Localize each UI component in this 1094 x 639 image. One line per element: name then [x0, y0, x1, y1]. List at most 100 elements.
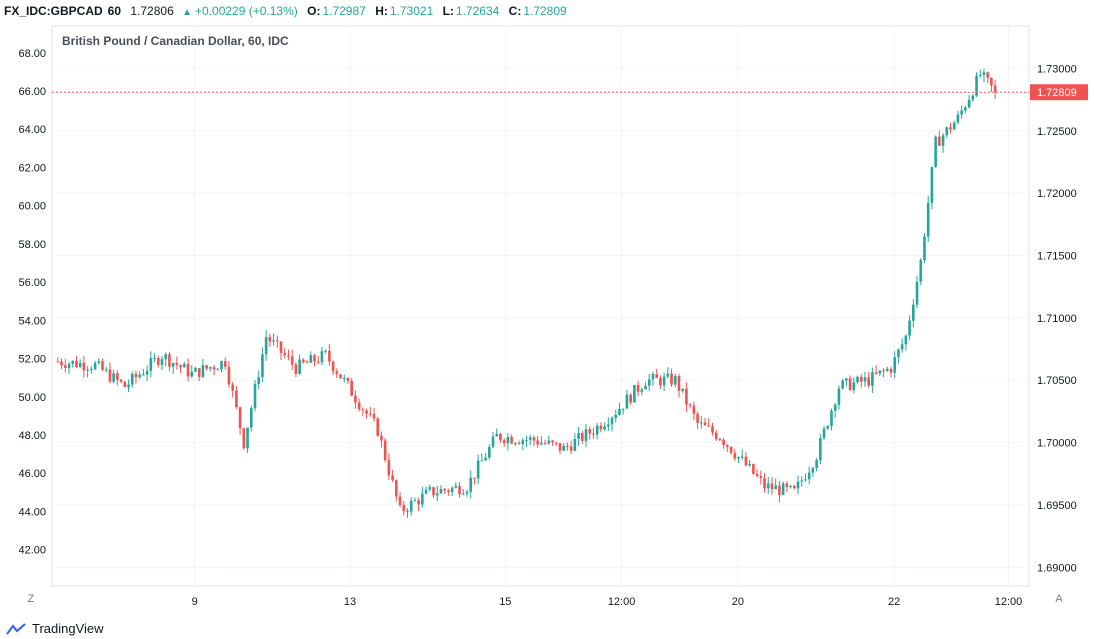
candle-body	[703, 422, 707, 426]
candle-body	[915, 281, 919, 305]
candle-body	[774, 485, 777, 490]
open-value: 1.72987	[322, 4, 366, 18]
candle-body	[536, 440, 539, 445]
brand-label: TradingView	[32, 621, 104, 636]
candle-body	[644, 385, 647, 390]
candle-body	[666, 373, 670, 377]
candle-body	[439, 489, 443, 494]
candle-body	[86, 369, 89, 371]
candle-body	[540, 442, 543, 445]
axes: 1.73000 1.72500 1.72000 1.71500 1.71000 1.705…	[18, 48, 1088, 608]
candle-body	[863, 377, 867, 382]
candle-body	[807, 472, 811, 480]
candle-body	[930, 166, 934, 203]
candle-body	[737, 456, 740, 459]
low-label: L:	[442, 4, 454, 18]
candle-body	[912, 304, 915, 321]
left-axis-tick-label: 42.00	[18, 545, 46, 557]
plot-frame	[51, 25, 1030, 587]
candle-body	[967, 99, 971, 108]
x-axis-tick-label: 13	[344, 596, 356, 608]
candle-body	[949, 127, 952, 130]
candle-body	[328, 350, 331, 362]
candle-body	[621, 408, 625, 410]
candle-body	[551, 440, 554, 443]
candle-body	[566, 445, 569, 447]
candle-body	[770, 483, 774, 490]
candle-body	[938, 136, 941, 146]
candle-body	[633, 385, 636, 403]
candle-body	[56, 361, 60, 363]
open-label: O:	[307, 4, 321, 18]
candle-body	[398, 496, 402, 505]
candle-body	[316, 361, 320, 363]
auto-scale-left-button[interactable]: Z	[27, 593, 35, 605]
candle-body	[454, 485, 458, 488]
candle-body	[484, 457, 487, 461]
candle-body	[346, 377, 350, 381]
candle-body	[856, 376, 859, 383]
candle-body	[811, 468, 815, 473]
candle-body	[718, 439, 722, 441]
close-label: C:	[508, 4, 522, 18]
candle-body	[804, 479, 807, 481]
candle-body	[428, 487, 432, 490]
candle-body	[197, 368, 201, 377]
candle-body	[413, 500, 417, 502]
candle-body	[183, 363, 186, 368]
candle-body	[833, 404, 837, 411]
candle-body	[763, 478, 766, 489]
candle-body	[588, 429, 592, 434]
candle-body	[514, 443, 517, 445]
tradingview-brand[interactable]: TradingView	[6, 621, 104, 636]
candle-body	[201, 365, 205, 377]
left-axis-tick-label: 50.00	[18, 392, 46, 404]
candle-body	[521, 440, 525, 444]
right-axis-tick-label: 1.71500	[1037, 250, 1077, 262]
candle-body	[216, 369, 220, 371]
candle-body	[168, 354, 171, 367]
candle-body	[67, 363, 71, 369]
candle-body	[685, 388, 688, 405]
candle-body	[75, 360, 78, 368]
candle-body	[324, 350, 327, 352]
high-value: 1.73021	[389, 4, 434, 18]
candle-body	[871, 372, 874, 386]
last-price: 1.72806	[130, 4, 174, 18]
candle-body	[837, 388, 841, 405]
candle-body	[357, 402, 361, 410]
right-axis-tick-label: 1.70500	[1037, 375, 1077, 387]
candle-body	[841, 380, 844, 389]
candle-body	[268, 337, 272, 342]
candle-body	[342, 377, 346, 379]
candle-body	[640, 389, 644, 392]
candle-body	[350, 380, 353, 396]
candle-body	[302, 359, 305, 363]
candle-body	[186, 363, 190, 377]
candle-body	[108, 369, 112, 382]
candle-body	[60, 361, 63, 366]
candle-body	[554, 442, 558, 444]
candle-body	[387, 460, 391, 476]
candle-body	[778, 485, 781, 495]
auto-scale-right-button[interactable]: A	[1055, 593, 1063, 605]
x-axis-tick-label: 15	[499, 596, 511, 608]
candle-body	[119, 379, 123, 382]
timeframe[interactable]: 60	[107, 4, 122, 18]
left-axis-tick-label: 58.00	[18, 239, 46, 251]
candle-body	[819, 438, 822, 461]
candle-body	[517, 443, 521, 445]
left-axis-tick-label: 62.00	[18, 162, 46, 174]
candle-body	[558, 443, 562, 451]
candle-body	[209, 367, 212, 369]
left-axis-tick-label: 66.00	[18, 86, 46, 98]
candle-body	[726, 445, 729, 447]
candle-body	[573, 439, 577, 451]
candle-body	[238, 407, 242, 429]
candle-body	[659, 377, 662, 386]
symbol-name[interactable]: FX_IDC:GBPCAD	[4, 4, 103, 18]
candle-body	[923, 236, 926, 261]
candle-body	[391, 475, 394, 481]
candle-body	[142, 374, 145, 376]
